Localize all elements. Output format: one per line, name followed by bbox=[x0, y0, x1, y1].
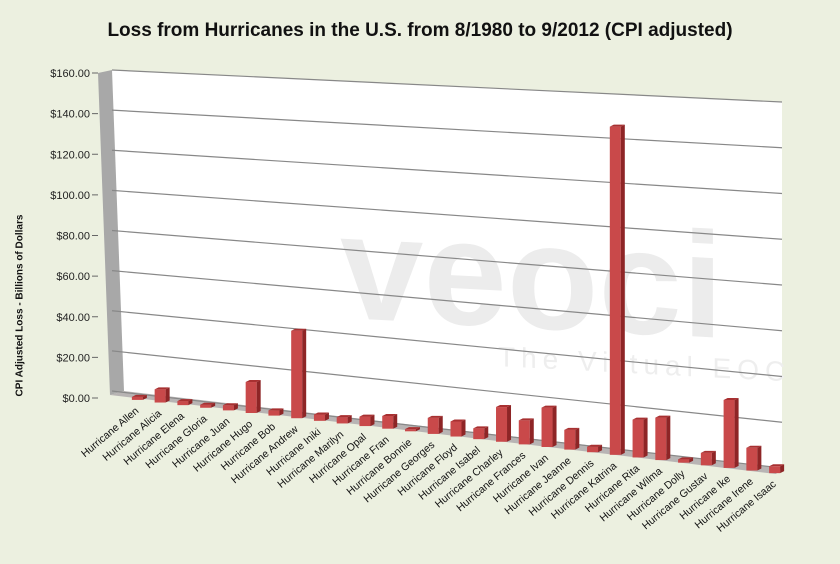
bar bbox=[655, 415, 671, 461]
bar bbox=[769, 464, 785, 474]
bar bbox=[678, 457, 694, 463]
y-tick-label: $20.00 bbox=[56, 352, 90, 364]
bar bbox=[245, 380, 261, 413]
bar bbox=[177, 399, 193, 406]
chart-title: Loss from Hurricanes in the U.S. from 8/… bbox=[107, 20, 733, 41]
bar bbox=[313, 412, 329, 421]
bar bbox=[518, 418, 534, 445]
y-tick-label: $100.00 bbox=[50, 190, 90, 202]
bar bbox=[291, 328, 307, 419]
bar bbox=[382, 413, 398, 429]
bar bbox=[450, 419, 466, 437]
bar bbox=[336, 415, 352, 424]
gridline bbox=[111, 109, 783, 149]
gridline bbox=[111, 350, 783, 423]
bar bbox=[496, 405, 512, 442]
bar bbox=[632, 417, 648, 458]
bar bbox=[473, 426, 489, 440]
bar bbox=[268, 408, 284, 416]
y-tick-label: $0.00 bbox=[62, 393, 90, 405]
bar bbox=[200, 402, 216, 408]
bar bbox=[609, 124, 625, 455]
bar bbox=[700, 450, 716, 466]
bar bbox=[746, 445, 762, 471]
watermark-logo: veoci bbox=[340, 182, 724, 370]
bar bbox=[564, 427, 580, 450]
bar bbox=[131, 394, 147, 400]
bar bbox=[154, 387, 170, 403]
y-tick-label: $160.00 bbox=[50, 68, 90, 80]
gridline bbox=[111, 149, 783, 195]
bar bbox=[427, 415, 443, 434]
gridline bbox=[111, 270, 783, 332]
bar bbox=[359, 414, 375, 427]
gridline bbox=[111, 310, 783, 378]
gridline bbox=[111, 69, 783, 103]
bar bbox=[723, 397, 739, 468]
y-tick-label: $60.00 bbox=[56, 271, 90, 283]
bar bbox=[222, 403, 238, 411]
y-tick-label: $120.00 bbox=[50, 149, 90, 161]
gridline bbox=[111, 229, 783, 286]
gridline bbox=[111, 189, 783, 240]
bar bbox=[587, 444, 603, 453]
gridline bbox=[111, 390, 783, 469]
bar bbox=[541, 405, 557, 447]
y-tick-label: $40.00 bbox=[56, 312, 90, 324]
y-tick-label: $80.00 bbox=[56, 231, 90, 243]
side-wall bbox=[98, 70, 124, 395]
bar bbox=[404, 427, 420, 432]
y-tick-label: $140.00 bbox=[50, 109, 90, 121]
